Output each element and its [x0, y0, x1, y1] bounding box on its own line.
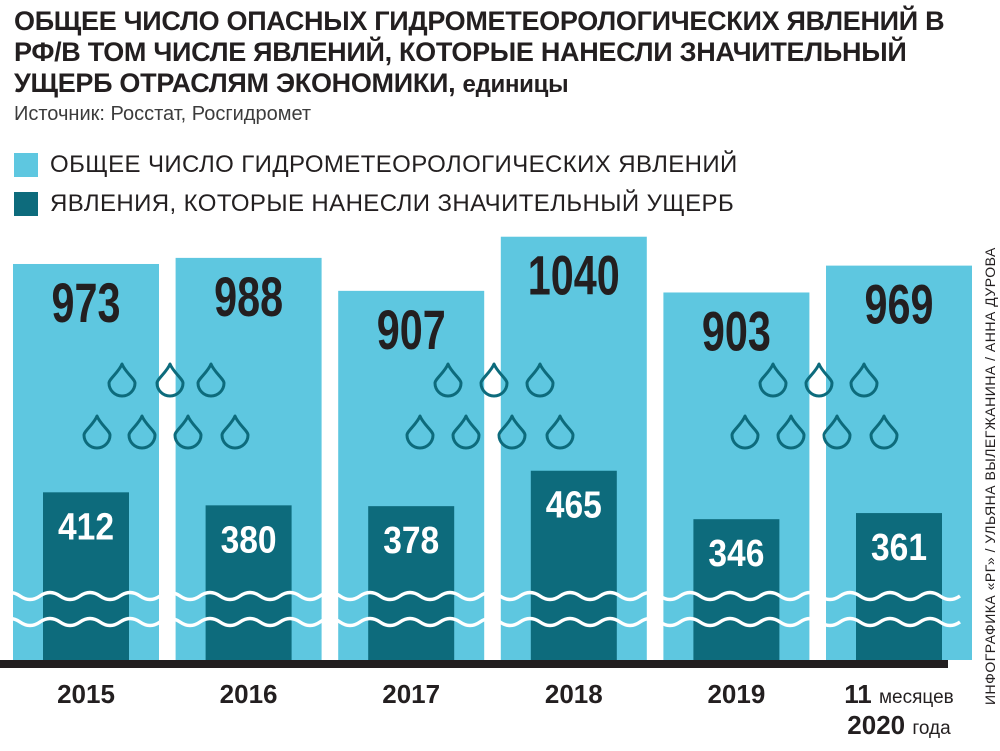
- water-drop-icon: [525, 362, 555, 398]
- data-label-total: 907: [377, 298, 446, 361]
- chart-title-main: ОБЩЕЕ ЧИСЛО ОПАСНЫХ ГИДРОМЕТЕОРОЛОГИЧЕСК…: [14, 6, 945, 98]
- data-label-damage: 380: [221, 519, 277, 561]
- wave-icon: [0, 616, 962, 628]
- bar-damage: [530, 470, 617, 660]
- data-label-damage: 378: [383, 520, 439, 562]
- water-drop-icon: [545, 414, 575, 450]
- water-drop-icon: [433, 362, 463, 398]
- water-drop-icon: [758, 362, 788, 398]
- x-tick-label: 2017: [382, 679, 440, 709]
- water-drop-icon: [451, 414, 481, 450]
- water-drop-icon: [155, 362, 185, 398]
- bar-damage: [368, 506, 455, 660]
- data-label-damage: 361: [871, 527, 927, 569]
- x-tick-label: 2019: [707, 679, 765, 709]
- legend-label-damage: ЯВЛЕНИЯ, КОТОРЫЕ НАНЕСЛИ ЗНАЧИТЕЛЬНЫЙ УЩ…: [50, 190, 735, 217]
- bar-damage: [43, 492, 129, 660]
- data-label-damage: 465: [546, 485, 602, 527]
- water-drop-icon: [849, 362, 879, 398]
- water-drop-icon: [804, 362, 834, 398]
- x-tick-label: 2016: [220, 679, 278, 709]
- water-drop-icon: [869, 414, 899, 450]
- data-label-total: 1040: [528, 244, 620, 307]
- water-drop-icon: [497, 414, 527, 450]
- x-tick-label: 2018: [545, 679, 603, 709]
- water-drop-icon: [196, 362, 226, 398]
- ground-line: [0, 660, 948, 668]
- chart-title: ОБЩЕЕ ЧИСЛО ОПАСНЫХ ГИДРОМЕТЕОРОЛОГИЧЕСК…: [14, 6, 964, 100]
- bar-damage: [693, 519, 780, 660]
- data-label-total: 903: [702, 299, 771, 362]
- bar-damage: [856, 513, 942, 660]
- water-drop-icon: [822, 414, 852, 450]
- water-drop-icon: [479, 362, 509, 398]
- legend-item-damage: ЯВЛЕНИЯ, КОТОРЫЕ НАНЕСЛИ ЗНАЧИТЕЛЬНЫЙ УЩ…: [14, 189, 734, 219]
- chart-title-unit: единицы: [462, 71, 569, 98]
- data-label-total: 969: [865, 273, 934, 336]
- credit-text: ИНФОГРАФИКА «РГ» / УЛЬЯНА ВЫЛЕГЖАНИНА / …: [982, 247, 998, 705]
- water-drop-icon: [776, 414, 806, 450]
- water-drop-icon: [127, 414, 157, 450]
- water-drop-icon: [730, 414, 760, 450]
- x-tick-label: 2020 года: [847, 710, 951, 740]
- wave-icon: [0, 590, 962, 602]
- legend-label-total: ОБЩЕЕ ЧИСЛО ГИДРОМЕТЕОРОЛОГИЧЕСКИХ ЯВЛЕН…: [50, 151, 738, 178]
- data-label-damage: 412: [58, 506, 114, 548]
- data-label-damage: 346: [708, 533, 764, 575]
- x-tick-label: 11 месяцев: [844, 679, 953, 709]
- water-drop-icon: [173, 414, 203, 450]
- water-drop-icon: [107, 362, 137, 398]
- data-label-total: 988: [214, 265, 283, 328]
- legend-swatch-total: [14, 153, 38, 177]
- bar-damage: [205, 505, 292, 660]
- data-label-total: 973: [52, 271, 121, 334]
- legend-item-total: ОБЩЕЕ ЧИСЛО ГИДРОМЕТЕОРОЛОГИЧЕСКИХ ЯВЛЕН…: [14, 150, 738, 180]
- x-tick-label: 2015: [57, 679, 115, 709]
- legend-swatch-damage: [14, 192, 38, 216]
- water-drop-icon: [220, 414, 250, 450]
- source-note: Источник: Росстат, Росгидромет: [14, 103, 312, 125]
- water-drop-icon: [405, 414, 435, 450]
- water-drop-icon: [82, 414, 112, 450]
